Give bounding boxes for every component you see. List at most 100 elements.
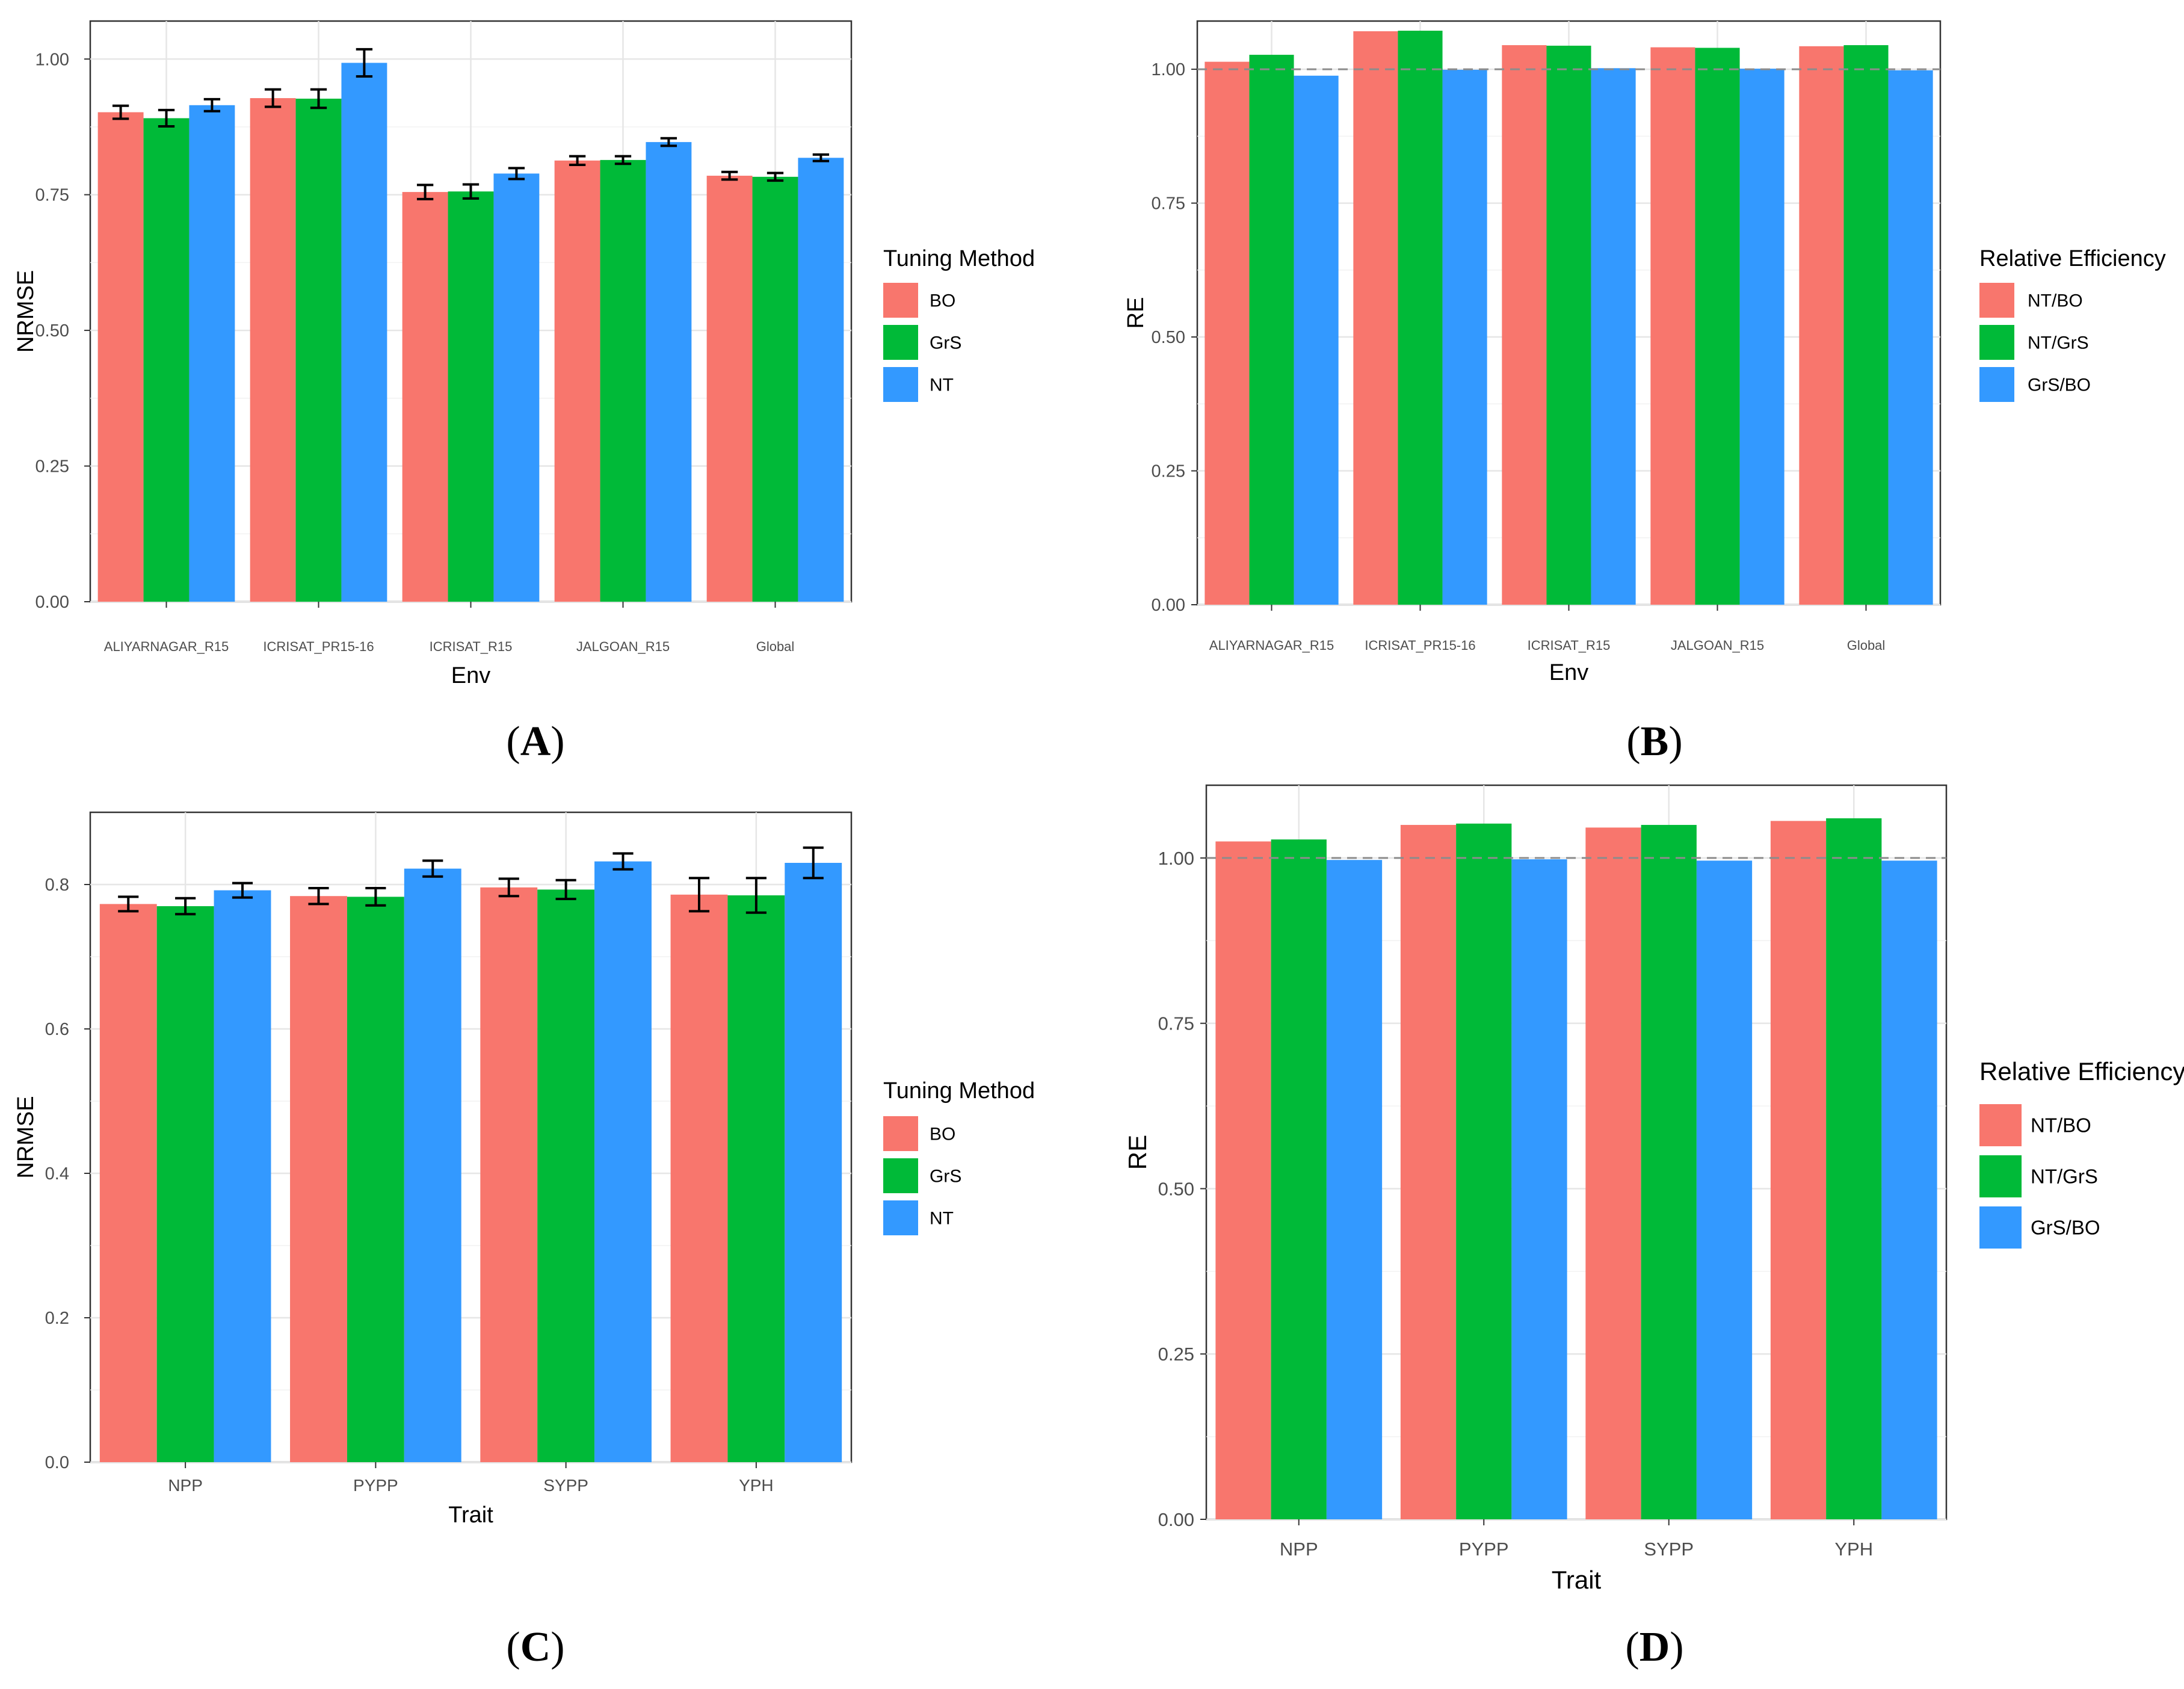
- bar-nt-bo: [1799, 46, 1844, 605]
- panel-caption-part: B: [1641, 718, 1669, 765]
- y-axis-title: NRMSE: [13, 270, 39, 353]
- x-tick-label: ICRISAT_R15: [430, 639, 513, 654]
- x-tick-label: ICRISAT_PR15-16: [263, 639, 374, 654]
- legend-title: Relative Efficiency: [1979, 1057, 2184, 1085]
- legend-swatch: [883, 1158, 918, 1193]
- bar-grs-bo: [1739, 69, 1785, 605]
- bar-nt-bo: [1502, 45, 1547, 605]
- bar-nt-bo: [1353, 31, 1398, 605]
- legend-label: NT/GrS: [2028, 333, 2089, 353]
- panel-caption-part: ): [1670, 1624, 1683, 1670]
- bar-nt: [785, 863, 842, 1462]
- bar-bo: [97, 112, 144, 602]
- bar-nt-bo: [1400, 824, 1457, 1519]
- x-axis-title: Env: [1549, 660, 1588, 685]
- bar-nt-grs: [1271, 839, 1327, 1519]
- legend-title: Tuning Method: [883, 1078, 1035, 1104]
- bar-nt-bo: [1215, 841, 1271, 1519]
- panel-caption-part: C: [520, 1624, 551, 1670]
- bar-nt-grs: [1546, 45, 1591, 605]
- panel-caption: (A): [506, 718, 564, 765]
- bar-bo: [99, 904, 157, 1462]
- panel-caption-part: (: [506, 718, 520, 765]
- bar-nt-grs: [1826, 818, 1882, 1519]
- y-tick-label: 0.25: [35, 457, 69, 477]
- legend-label: GrS: [930, 1167, 961, 1187]
- bar-nt-grs: [1695, 48, 1740, 605]
- panel-caption: (D): [1625, 1624, 1683, 1670]
- bar-nt-grs: [1456, 823, 1512, 1519]
- bar-bo: [480, 887, 538, 1462]
- bar-bo: [250, 98, 296, 602]
- bar-grs: [600, 159, 646, 602]
- y-tick-label: 0.50: [35, 321, 69, 341]
- y-tick-label: 1.00: [35, 50, 69, 69]
- bar-grs-bo: [1326, 860, 1383, 1519]
- y-axis-title: RE: [1123, 1135, 1152, 1170]
- x-tick-label: JALGOAN_R15: [576, 639, 670, 654]
- legend: Tuning Method BO GrS NT: [883, 246, 1035, 402]
- bar-bo: [554, 160, 600, 602]
- bar-nt-bo: [1770, 821, 1827, 1519]
- legend-label: NT: [930, 1209, 954, 1229]
- x-tick-label: JALGOAN_R15: [1671, 638, 1764, 653]
- legend-label: NT/BO: [2028, 291, 2083, 311]
- y-tick-label: 0.00: [35, 593, 69, 612]
- legend-swatch: [883, 367, 918, 402]
- legend-swatch: [1979, 283, 2014, 318]
- bar-nt: [341, 63, 387, 602]
- legend-label: GrS: [930, 333, 961, 353]
- x-tick-label: YPH: [1834, 1539, 1873, 1560]
- bar-nt-bo: [1650, 47, 1695, 605]
- legend-label: NT/GrS: [2031, 1166, 2098, 1188]
- bar-grs: [143, 118, 190, 602]
- legend-title: Relative Efficiency: [1979, 246, 2166, 271]
- y-tick-label: 0.25: [1152, 462, 1185, 481]
- bar-nt: [493, 173, 540, 602]
- y-tick-label: 0.00: [1158, 1509, 1194, 1530]
- legend-swatch: [883, 283, 918, 318]
- y-tick-label: 0.75: [1158, 1013, 1194, 1034]
- panel-caption-part: (: [1625, 1624, 1639, 1670]
- legend-label: NT: [930, 375, 954, 395]
- legend-label: NT/BO: [2031, 1114, 2091, 1137]
- y-tick-label: 0.4: [45, 1164, 69, 1184]
- bar-nt: [404, 868, 461, 1462]
- bar-grs: [156, 906, 214, 1462]
- chart-panel-a: 0.00 0.25 0.50 0.75 1.00 ALIYARNAGAR_R15 ICRIS…: [13, 20, 1035, 765]
- y-tick-label: 1.00: [1158, 848, 1194, 869]
- x-tick-label: Global: [1847, 638, 1886, 653]
- bar-grs-bo: [1888, 70, 1933, 605]
- bar-grs-bo: [1881, 860, 1937, 1519]
- bar-nt: [646, 142, 692, 602]
- panel-caption-part: (: [1626, 718, 1640, 765]
- chart-panel-b: 0.00 0.25 0.50 0.75 1.00 ALIYARNAGAR_R15 ICRIS…: [1123, 20, 2166, 765]
- legend-swatch: [883, 325, 918, 360]
- legend-title: Tuning Method: [883, 246, 1035, 271]
- panel-caption-part: ): [1668, 718, 1682, 765]
- bar-grs: [537, 889, 595, 1462]
- bar-grs: [448, 191, 494, 602]
- y-tick-label: 0.00: [1152, 596, 1185, 615]
- legend-label: GrS/BO: [2028, 375, 2091, 395]
- legend: Relative Efficiency NT/BO NT/GrS GrS/BO: [1979, 1057, 2184, 1249]
- bar-grs-bo: [1696, 860, 1753, 1519]
- bar-grs-bo: [1511, 859, 1567, 1519]
- panel-caption-part: A: [520, 718, 551, 765]
- x-tick-label: Global: [756, 639, 795, 654]
- bar-nt: [189, 105, 235, 602]
- legend-swatch: [1979, 325, 2014, 360]
- legend-label: BO: [930, 291, 955, 311]
- panel-caption-part: (: [506, 1624, 520, 1670]
- panel-caption-part: ): [551, 1624, 564, 1670]
- x-tick-label: NPP: [168, 1476, 203, 1495]
- y-tick-label: 0.2: [45, 1309, 69, 1328]
- legend-swatch: [1979, 1155, 2022, 1197]
- legend-swatch: [1979, 1104, 2022, 1146]
- y-tick-label: 0.50: [1152, 328, 1185, 347]
- y-tick-label: 0.0: [45, 1453, 69, 1472]
- x-tick-label: SYPP: [543, 1476, 588, 1495]
- legend-swatch: [1979, 1206, 2022, 1249]
- bar-nt-grs: [1249, 55, 1294, 605]
